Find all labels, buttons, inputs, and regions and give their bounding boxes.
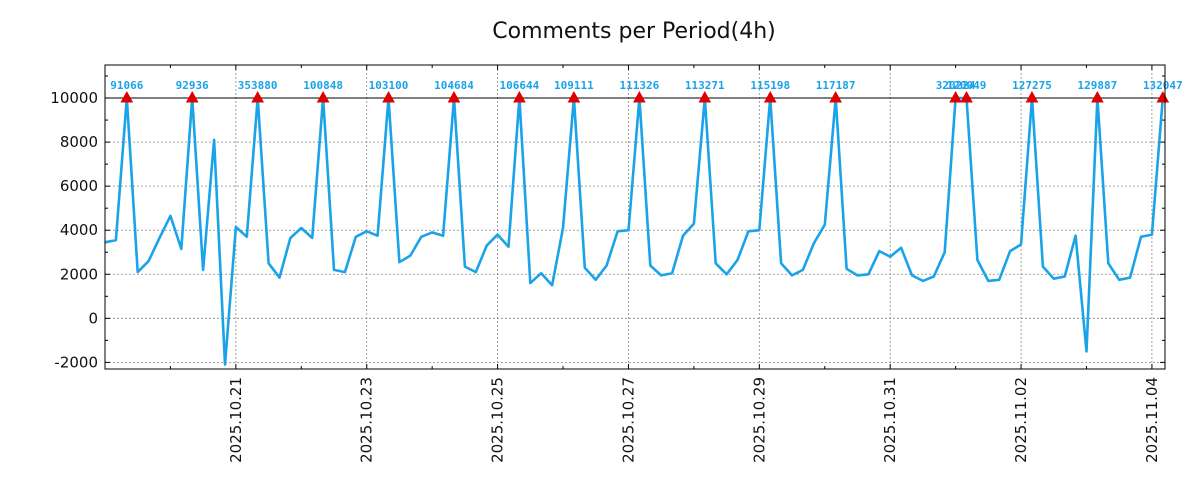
peak-marker xyxy=(567,91,581,103)
peak-marker xyxy=(120,91,134,103)
peak-marker-layer xyxy=(120,91,1170,103)
peak-label: 113271 xyxy=(685,79,725,92)
peak-marker xyxy=(251,91,265,103)
y-tick-label: 4000 xyxy=(60,221,98,239)
peak-marker xyxy=(382,91,395,103)
x-axis: 2025.10.21 2025.10.23 2025.10.25 2025.10.27… xyxy=(169,65,1161,463)
peak-marker xyxy=(185,91,199,103)
peak-marker xyxy=(447,91,461,103)
peak-label: 92936 xyxy=(176,79,209,92)
peak-label: 103100 xyxy=(369,79,409,92)
peak-marker xyxy=(1156,91,1170,103)
y-tick-label: 2000 xyxy=(60,265,98,283)
x-tick-label: 2025.10.31 xyxy=(881,377,899,463)
peak-label: 104684 xyxy=(434,79,474,92)
peak-label: 117187 xyxy=(816,79,856,92)
peak-marker xyxy=(1091,91,1104,103)
peak-label: 127275 xyxy=(1012,79,1052,92)
peak-label: 111326 xyxy=(619,79,659,92)
peak-label: 106644 xyxy=(500,79,540,92)
peak-marker xyxy=(960,91,973,103)
series-line-comments xyxy=(104,96,1165,366)
series-layer xyxy=(104,96,1165,366)
y-axis: -2000 0 2000 4000 6000 8000 10000 xyxy=(50,75,1165,371)
y-tick-label: 0 xyxy=(88,309,98,327)
grid-layer xyxy=(105,65,1165,369)
y-tick-label: 10000 xyxy=(50,89,98,107)
x-tick-label: 2025.10.23 xyxy=(358,377,376,463)
x-tick-label: 2025.10.27 xyxy=(619,377,637,463)
peak-marker xyxy=(763,91,777,103)
y-tick-label: 6000 xyxy=(60,177,98,195)
peak-marker xyxy=(316,91,330,103)
y-tick-label: -2000 xyxy=(54,353,98,371)
peak-marker xyxy=(949,91,962,103)
peak-label: 115198 xyxy=(750,79,790,92)
peak-marker xyxy=(633,91,646,103)
peak-label: 320224 xyxy=(936,79,976,92)
peak-label: 129887 xyxy=(1078,79,1118,92)
peak-label: 132047 xyxy=(1143,79,1183,92)
x-tick-label: 2025.10.25 xyxy=(489,377,507,463)
peak-label: 353880 xyxy=(238,79,278,92)
peak-marker xyxy=(698,91,712,103)
peak-label: 100848 xyxy=(303,79,343,92)
x-tick-label: 2025.11.02 xyxy=(1012,377,1030,463)
peak-label: 120049 xyxy=(947,79,987,92)
plot-frame xyxy=(104,64,1166,370)
peak-marker xyxy=(513,91,526,103)
peak-label: 109111 xyxy=(554,79,594,92)
x-tick-label: 2025.11.04 xyxy=(1143,377,1161,463)
peak-label: 91066 xyxy=(110,79,143,92)
x-tick-label: 2025.10.21 xyxy=(227,377,245,463)
peak-marker xyxy=(829,91,843,103)
x-tick-label: 2025.10.29 xyxy=(750,377,768,463)
peak-label-layer: 91066 92936 353880 100848 103100 104684 106644… xyxy=(110,79,1182,92)
peak-marker xyxy=(1025,91,1039,103)
chart-title: Comments per Period(4h) xyxy=(492,19,776,44)
y-tick-label: 8000 xyxy=(60,133,98,151)
